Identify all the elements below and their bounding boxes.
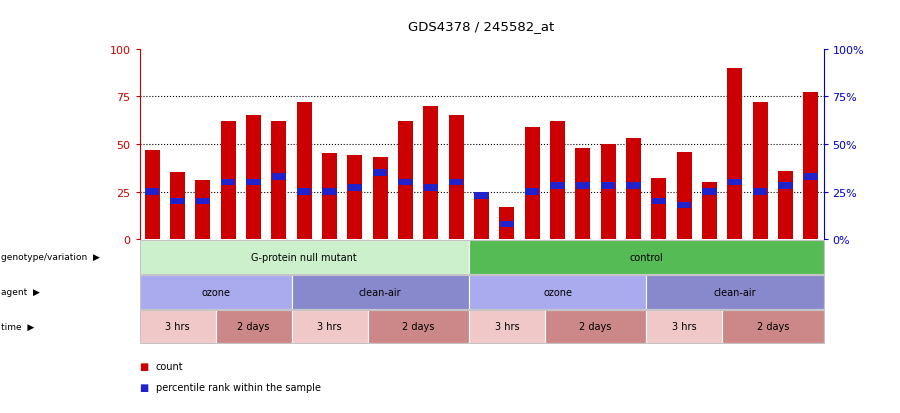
Text: G-protein null mutant: G-protein null mutant: [251, 252, 357, 262]
Bar: [347, 185, 362, 192]
Bar: [449, 179, 464, 186]
Bar: [322, 189, 337, 195]
Text: 3 hrs: 3 hrs: [494, 322, 519, 332]
Text: ■: ■: [140, 382, 148, 392]
Text: agent  ▶: agent ▶: [1, 287, 40, 297]
Bar: [373, 158, 388, 240]
Bar: [247, 179, 261, 186]
Bar: [575, 148, 590, 240]
Bar: [702, 189, 716, 195]
Bar: [778, 171, 793, 240]
Text: ozone: ozone: [543, 287, 572, 297]
Bar: [677, 152, 692, 240]
Bar: [677, 202, 691, 209]
Bar: [145, 150, 160, 240]
Text: 2 days: 2 days: [402, 322, 435, 332]
Text: 3 hrs: 3 hrs: [166, 322, 190, 332]
Bar: [626, 183, 641, 190]
Bar: [474, 192, 489, 199]
Bar: [271, 122, 286, 240]
Bar: [322, 154, 338, 240]
Bar: [525, 189, 539, 195]
Bar: [576, 183, 590, 190]
Bar: [297, 189, 311, 195]
Text: 2 days: 2 days: [238, 322, 270, 332]
Bar: [550, 183, 564, 190]
Bar: [297, 103, 311, 240]
Text: 3 hrs: 3 hrs: [317, 322, 342, 332]
Bar: [145, 189, 159, 195]
Bar: [272, 173, 286, 180]
Bar: [195, 198, 210, 205]
Bar: [600, 145, 616, 240]
Bar: [652, 198, 666, 205]
Text: percentile rank within the sample: percentile rank within the sample: [156, 382, 320, 392]
Bar: [423, 107, 438, 240]
Bar: [525, 128, 540, 240]
Bar: [448, 116, 464, 240]
Text: genotype/variation  ▶: genotype/variation ▶: [1, 253, 100, 262]
Bar: [424, 185, 438, 192]
Text: clean-air: clean-air: [714, 287, 756, 297]
Bar: [399, 179, 413, 186]
Bar: [727, 69, 742, 240]
Bar: [220, 122, 236, 240]
Text: 2 days: 2 days: [580, 322, 612, 332]
Bar: [373, 170, 387, 176]
Bar: [398, 122, 413, 240]
Bar: [347, 156, 363, 240]
Text: clean-air: clean-air: [359, 287, 401, 297]
Bar: [778, 183, 793, 190]
Bar: [550, 122, 565, 240]
Text: ozone: ozone: [201, 287, 230, 297]
Bar: [246, 116, 261, 240]
Bar: [601, 183, 616, 190]
Text: 2 days: 2 days: [757, 322, 789, 332]
Bar: [753, 189, 768, 195]
Bar: [220, 179, 236, 186]
Bar: [195, 180, 211, 240]
Bar: [170, 173, 185, 240]
Bar: [727, 179, 742, 186]
Text: 3 hrs: 3 hrs: [672, 322, 697, 332]
Text: ■: ■: [140, 361, 148, 371]
Text: GDS4378 / 245582_at: GDS4378 / 245582_at: [409, 20, 554, 33]
Text: time  ▶: time ▶: [1, 322, 34, 331]
Text: count: count: [156, 361, 184, 371]
Bar: [652, 179, 666, 240]
Bar: [752, 103, 768, 240]
Text: control: control: [629, 252, 663, 262]
Bar: [500, 207, 515, 240]
Bar: [702, 183, 717, 240]
Bar: [804, 173, 818, 180]
Bar: [803, 93, 818, 240]
Bar: [170, 198, 184, 205]
Bar: [474, 192, 489, 240]
Bar: [626, 139, 641, 240]
Bar: [500, 221, 514, 228]
